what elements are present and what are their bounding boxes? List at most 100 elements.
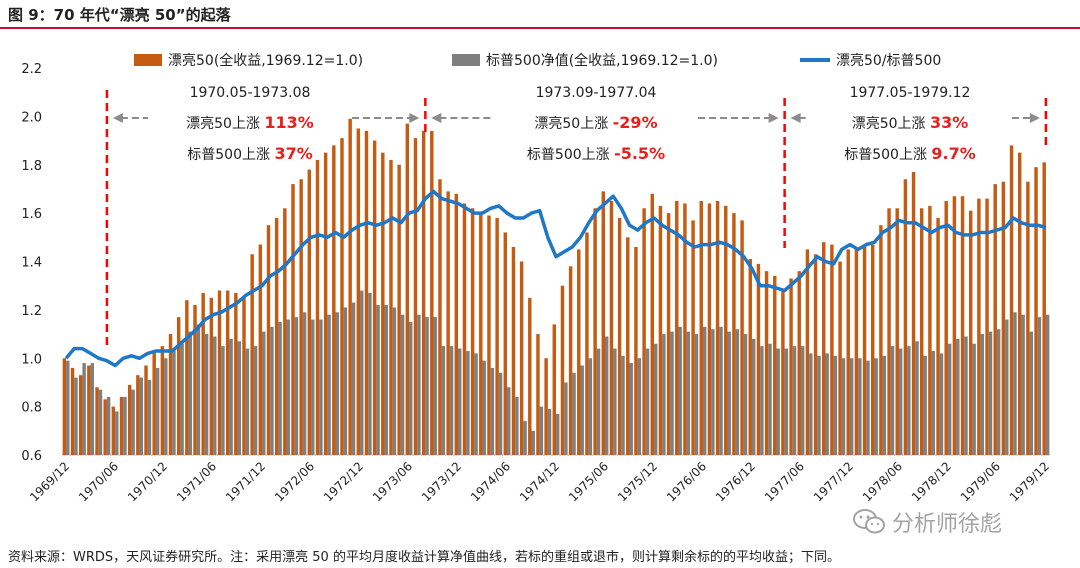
bar-sp500 <box>221 346 225 455</box>
annotation-nifty-label: 漂亮50上涨 <box>852 115 930 132</box>
bar-sp500 <box>441 346 446 455</box>
bar-sp500 <box>417 314 421 455</box>
bar-sp500 <box>776 348 780 455</box>
bar-sp500 <box>229 338 233 455</box>
bar-nifty50 <box>577 249 581 455</box>
annotation-sp500-label: 标普500上涨 <box>844 147 931 163</box>
bar-sp500 <box>539 406 544 455</box>
bar-nifty50 <box>748 259 752 455</box>
bar-nifty50 <box>242 297 246 455</box>
x-tick-label: 1972/06 <box>272 459 317 504</box>
bar-nifty50 <box>822 242 826 455</box>
x-tick-label: 1973/06 <box>370 459 415 504</box>
bar-nifty50 <box>683 203 687 455</box>
bar-nifty50 <box>675 201 679 455</box>
bar-nifty50 <box>1001 181 1006 455</box>
bar-sp500 <box>433 317 437 455</box>
bar-sp500 <box>74 377 78 455</box>
bar-nifty50 <box>977 198 981 456</box>
annotation-sp500-change: 标普500上涨 9.7% <box>844 144 976 163</box>
bar-sp500 <box>213 336 217 455</box>
bar-nifty50 <box>381 152 385 455</box>
bar-nifty50 <box>217 290 222 455</box>
bar-sp500 <box>784 348 789 455</box>
annotation-nifty-label: 漂亮50上涨 <box>534 115 612 132</box>
bar-sp500 <box>678 326 682 455</box>
bar-sp500 <box>66 360 70 455</box>
bar-nifty50 <box>715 201 720 455</box>
bar-sp500 <box>180 343 184 455</box>
chart: 0.6 0.8 1.0 1.2 1.4 1.6 1.8 2.0 2.2 1969/12 1970/0… <box>21 52 1052 504</box>
bar-nifty50 <box>944 201 948 455</box>
figure-title: 图 9：70 年代“漂亮 50”的起落 <box>8 6 231 24</box>
annotation-sp500-change: 标普500上涨 37% <box>187 144 312 163</box>
bar-sp500 <box>425 317 429 455</box>
bar-sp500 <box>996 329 1001 455</box>
bar-sp500 <box>907 346 911 455</box>
bar-sp500 <box>1029 331 1034 455</box>
bar-nifty50 <box>95 387 99 455</box>
bar-sp500 <box>270 326 274 455</box>
bar-sp500 <box>392 307 397 455</box>
bar-sp500 <box>898 348 903 455</box>
bar-sp500 <box>343 307 348 455</box>
bar-nifty50 <box>103 399 107 455</box>
bar-sp500 <box>580 365 584 455</box>
bar-nifty50 <box>781 290 785 455</box>
annotation-sp500-label: 标普500上涨 <box>527 147 614 163</box>
bar-nifty50 <box>1042 162 1046 456</box>
bar-sp500 <box>670 331 674 455</box>
bar-sp500 <box>564 382 568 455</box>
x-tick-label: 1971/12 <box>223 459 268 504</box>
x-tick-label: 1974/12 <box>517 459 562 504</box>
bar-nifty50 <box>650 193 654 455</box>
bar-nifty50 <box>593 208 597 455</box>
bar-sp500 <box>311 319 315 455</box>
bar-nifty50 <box>871 244 875 455</box>
bar-nifty50 <box>168 334 173 455</box>
bar-sp500 <box>645 348 650 455</box>
bar-sp500 <box>694 334 699 455</box>
bar-nifty50 <box>658 205 663 455</box>
bar-nifty50 <box>487 215 491 455</box>
bar-nifty50 <box>348 118 352 455</box>
bar-sp500 <box>400 314 405 455</box>
bar-sp500 <box>866 360 870 455</box>
bar-sp500 <box>1005 319 1009 455</box>
bar-sp500 <box>1021 314 1025 455</box>
bar-nifty50 <box>985 198 989 456</box>
y-tick-label: 0.6 <box>21 449 42 464</box>
bar-nifty50 <box>470 208 475 455</box>
bar-nifty50 <box>503 232 508 455</box>
bar-nifty50 <box>315 159 320 455</box>
bar-sp500 <box>727 331 731 455</box>
bar-nifty50 <box>364 130 369 455</box>
bar-sp500 <box>841 358 846 455</box>
legend-swatch-nifty50 <box>134 54 162 66</box>
bar-nifty50 <box>789 278 793 455</box>
bar-sp500 <box>139 377 143 455</box>
bar-nifty50 <box>209 297 214 455</box>
bar-sp500 <box>980 334 985 455</box>
bar-nifty50 <box>846 249 850 455</box>
bar-sp500 <box>629 363 633 455</box>
arrowhead-left <box>431 113 442 123</box>
bar-nifty50 <box>544 358 548 455</box>
watermark: 分析师徐彪 <box>852 506 1002 538</box>
bar-sp500 <box>262 331 266 455</box>
arrowhead-right <box>768 113 779 123</box>
bar-sp500 <box>188 331 192 455</box>
bar-sp500 <box>662 334 666 455</box>
bar-nifty50 <box>299 179 303 455</box>
x-tick-label: 1976/12 <box>713 459 758 504</box>
bar-sp500 <box>686 331 691 455</box>
x-tick-label: 1971/06 <box>174 459 219 504</box>
bar-sp500 <box>482 360 486 455</box>
bar-nifty50 <box>805 249 810 455</box>
bar-nifty50 <box>838 261 842 455</box>
annotation-nifty-change: 漂亮50上涨 33% <box>852 113 969 132</box>
bar-sp500 <box>458 348 462 455</box>
bar-sp500 <box>164 358 168 455</box>
bar-nifty50 <box>699 201 703 455</box>
bar-nifty50 <box>813 254 818 455</box>
